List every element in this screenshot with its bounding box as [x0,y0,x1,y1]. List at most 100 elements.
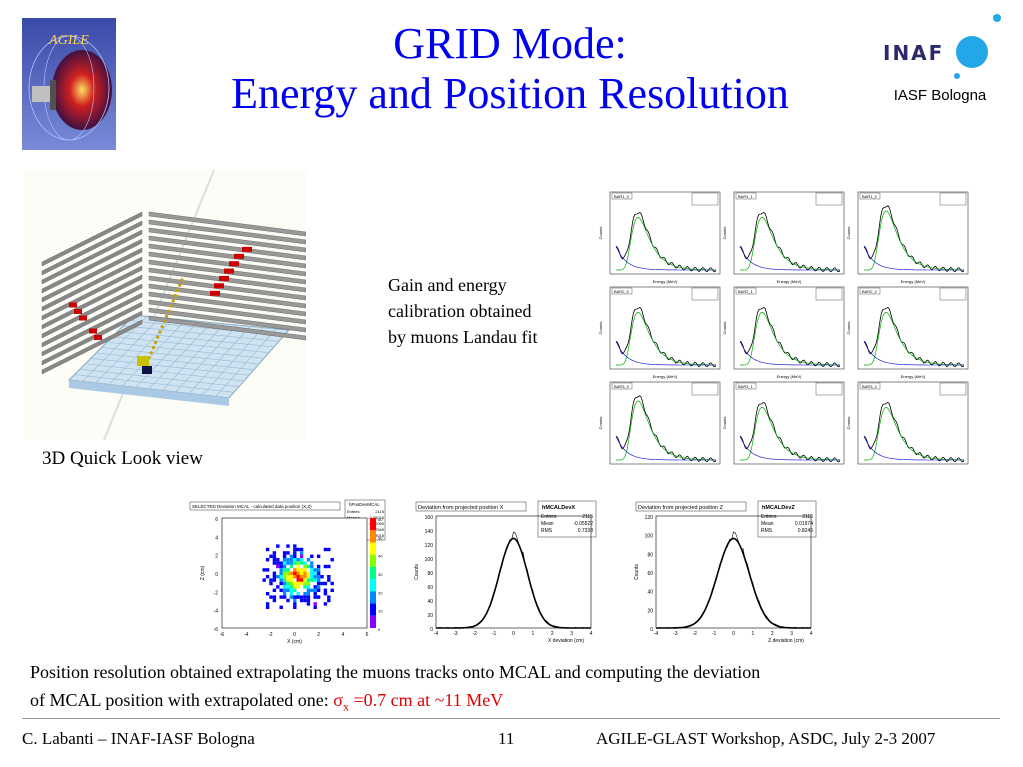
tracker-plane [41,274,143,330]
map-cell [316,581,321,586]
tracker-plane [148,283,306,309]
color-scale-step [370,591,376,604]
background-fit [863,436,964,461]
map-cell [289,595,294,599]
panel-ylabel: Counts [846,227,851,240]
map-cell [313,571,317,575]
landau-fit [864,210,965,271]
tracker-hit [219,275,229,281]
hist-ylabel: Counts [634,564,640,580]
map-cell [316,588,321,592]
map-cell [327,547,331,552]
map-cell [296,581,300,586]
map-cell [265,558,270,562]
hist-ytick: 80 [647,552,653,558]
map-ylabel: Z (cm) [200,565,206,580]
track-point [178,283,182,287]
tracker-hit [234,253,244,259]
map-xtick: 4 [341,632,344,638]
hist-xtick: 4 [810,631,813,637]
hist-stat-value: 0.01974 [795,521,813,527]
map-cell [282,585,287,589]
hist-xtick: -3 [453,631,458,637]
histogram-data [863,205,965,273]
hist-ytick: 60 [427,585,433,591]
landau-fit [616,217,716,271]
background-fit [615,436,716,461]
tracker-hit [224,268,234,274]
landau-fit [616,312,716,366]
color-scale-tick: 10 [378,609,383,614]
map-cell [296,575,300,579]
map-cell [289,558,294,562]
histogram-data [739,212,841,273]
landau-fit [740,407,840,461]
map-cell [306,575,311,579]
hist-xtick: 0 [732,631,735,637]
track-point [154,340,158,344]
map-cell [262,568,266,572]
map-cell [310,568,314,572]
map-cell [289,588,294,592]
hist-ytick: 120 [425,543,434,549]
slide-title-line2: Energy and Position Resolution [231,69,789,118]
map-cell [320,581,324,586]
map-cell [313,585,317,589]
panel-frame [733,286,845,370]
hist-xlabel: Z deviation (cm) [768,638,804,644]
hist-ylabel: Counts [414,564,420,580]
energy-histogram-panel: BAR1_1 Energy (MeV) Counts [722,191,845,284]
energy-histogram-panel: BAR2_1 Energy (MeV) Counts [722,286,845,379]
agile-logo: AGILE [22,18,116,150]
hist-stat-value: 0.7338 [578,528,594,534]
map-cell [303,585,307,589]
hist-title-box [415,501,527,512]
panel-frame [857,286,969,370]
background-fit [739,246,840,271]
panel-xlabel: Energy (MeV) [653,279,678,284]
hist-ytick: 0 [650,627,653,633]
agile-logo-text: AGILE [48,33,89,48]
hist-plot-area [655,515,812,629]
hist-ytick: 80 [427,571,433,577]
hist-title: Deviation from projected position Z [638,505,724,511]
hist-ytick: 20 [427,613,433,619]
map-cell [272,575,277,579]
position-deviation-plots: SELECTED Deviation MCAL - calculated dat… [182,496,820,645]
gaussian-fit [436,537,591,629]
map-cell [282,564,287,569]
map-cell [289,571,294,575]
map-cell [286,588,290,592]
z-deviation-histogram: Deviation from projected position Z hMCAL… [630,496,820,644]
tracker-plane [148,235,306,261]
desc-line2: of MCAL position with extrapolated one: … [30,686,990,721]
calorimeter-plane [67,314,291,406]
position-resolution-text: Position resolution obtained extrapolati… [30,658,990,721]
color-scale-step [370,579,376,592]
hist-plot-area [435,515,592,629]
map-cell [306,595,311,599]
panel-xlabel: Energy (MeV) [653,374,678,379]
hist-stat-title: hMCALDevZ [762,505,795,511]
tracker-plane [41,292,143,348]
map-cell [286,578,290,582]
resolution-value: =0.7 cm at ~11 MeV [349,690,504,710]
color-scale-step [370,518,376,531]
map-cell [296,561,300,565]
map-cell [272,571,277,575]
map-cell [299,598,304,603]
panel-stat-box [815,192,843,206]
panel-stat-box [939,192,967,206]
map-cell [293,561,297,565]
hist-stat-box [757,500,817,538]
hist-stat-value: 2115 [582,514,593,520]
map-stat-label: Mean x [347,515,360,520]
map-cell [279,578,283,582]
tracker-plane [148,243,306,269]
sigma-subscript: x [343,699,349,714]
map-cell [293,588,297,592]
map-cell [286,581,290,586]
map-cell [303,595,307,599]
map-title: SELECTED Deviation MCAL - calculated dat… [192,504,312,509]
energy-histogram-panel: BAR3_1 Energy (MeV) Counts [722,381,845,470]
